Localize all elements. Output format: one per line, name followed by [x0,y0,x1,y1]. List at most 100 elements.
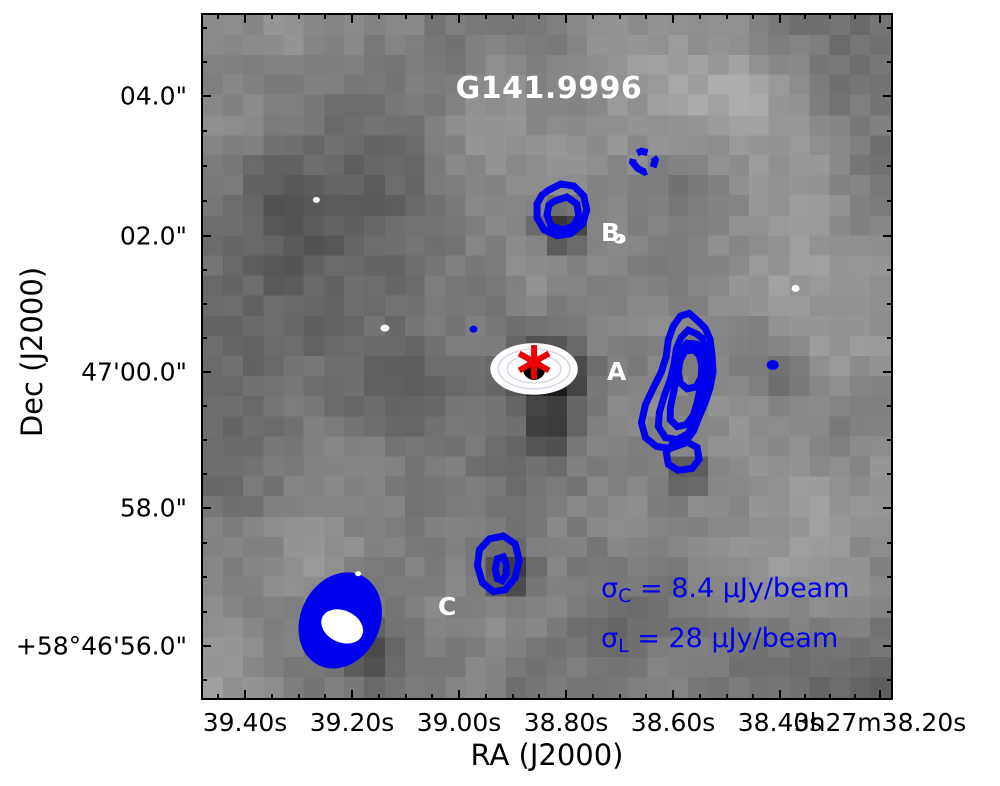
x-axis-tick [725,13,728,19]
y-axis-tick [887,405,893,407]
x-axis-tick [854,694,856,700]
y-axis-tick [201,371,211,373]
contour-group-source-a [637,309,717,453]
y-axis-tick [201,200,207,202]
x-axis-tick [752,13,755,19]
x-axis-tick [324,694,327,700]
x-axis-tick [404,13,407,19]
y-axis-tick [201,165,207,167]
y-axis-tick [887,473,893,475]
x-axis-tick [297,694,300,700]
y-axis-tick [201,405,207,407]
x-axis-tick [829,694,831,700]
y-axis-tick [201,610,207,613]
y-axis-tick [201,235,211,237]
x-axis-tick [270,694,273,700]
y-axis-tick [887,337,893,339]
synthesized-beam [298,572,382,669]
x-axis-tick [458,690,460,700]
x-axis-tick [879,13,881,23]
contour-dot-far-east [766,359,779,370]
y-axis-tick [883,371,893,373]
x-axis-tick [404,694,407,700]
negative-dashed-contour [628,147,660,176]
y-axis-tick [887,61,893,63]
x-axis-tick [511,694,514,700]
x-axis-tick [752,694,755,700]
y-axis-tick [883,507,893,509]
y-axis-tick [201,576,207,578]
x-axis-ticklabel: 3h27m38.20s [793,708,967,737]
y-axis-tick [883,645,893,647]
y-axis-tick [887,610,893,613]
x-axis-tick [829,13,831,19]
x-axis-tick [698,694,701,700]
y-axis-tick [887,541,893,544]
x-axis-tick [270,13,273,19]
source-a-position-marker [517,345,551,379]
x-axis-tick [779,690,781,700]
x-axis-tick [511,13,514,19]
y-axis-tick [887,439,893,441]
x-axis-tick [458,13,460,23]
x-axis-tick [804,13,806,19]
y-axis-tick [201,303,207,305]
x-axis-tick [779,13,781,23]
white-point-sources [312,196,800,577]
y-axis-tick [201,130,207,132]
y-axis-tick [201,269,207,271]
x-axis-tick [879,690,881,700]
y-axis-tick [887,269,893,271]
x-axis-tick [854,13,856,19]
y-axis-tick [887,303,893,305]
y-axis-title: Dec (J2000) [15,266,49,438]
x-axis-tick [351,13,353,23]
x-axis-ticklabel: 39.40s [202,708,288,737]
contour-group-source-c [473,532,523,596]
x-axis-tick [244,690,246,700]
y-axis-tick [887,130,893,132]
y-axis-tick [201,27,207,29]
x-axis-tick [431,13,434,19]
y-axis-tick [201,337,207,339]
contour-dot-near-a [469,325,478,333]
x-axis-tick [618,13,621,19]
y-axis-ticklabel: 02.0" [119,221,187,251]
x-axis-tick [377,13,380,19]
contour-overlay [298,147,800,669]
sky-map-plot-area: G141.9996 A B C σC = 8.4 μJy/beam σL = 2… [201,13,893,700]
y-axis-tick [883,95,893,97]
x-axis-tick [431,694,434,700]
y-axis-tick [887,200,893,202]
x-axis-title: RA (J2000) [470,738,624,772]
x-axis-tick [351,690,353,700]
y-axis-tick [201,507,211,509]
y-axis-tick [201,645,211,647]
x-axis-tick [377,694,380,700]
x-axis-tick [324,13,327,19]
x-axis-tick [565,13,567,23]
x-axis-ticklabel: 39.20s [309,708,395,737]
x-axis-tick [645,694,648,700]
y-axis-ticklabel: +58°46'56.0" [15,631,187,661]
x-axis-ticklabel: 38.60s [630,708,716,737]
contour-group-source-b [533,180,591,240]
y-axis-ticklabel: 58.0" [119,493,187,523]
y-axis-ticklabel: 47'00.0" [81,357,187,387]
y-axis-tick [201,541,207,544]
y-axis-tick [201,95,211,97]
y-axis-tick [887,27,893,29]
contour-group-minor-east [662,437,703,474]
x-axis-tick [484,13,487,19]
x-axis-tick [538,13,541,19]
x-axis-ticklabel: 38.40s [737,708,823,737]
x-axis-tick [591,13,594,19]
x-axis-tick [618,694,621,700]
x-axis-tick [645,13,648,19]
y-axis-tick [887,165,893,167]
y-axis-tick [201,439,207,441]
y-axis-tick [201,61,207,63]
x-axis-tick [565,690,567,700]
x-axis-tick [804,694,806,700]
y-axis-tick [887,679,893,681]
